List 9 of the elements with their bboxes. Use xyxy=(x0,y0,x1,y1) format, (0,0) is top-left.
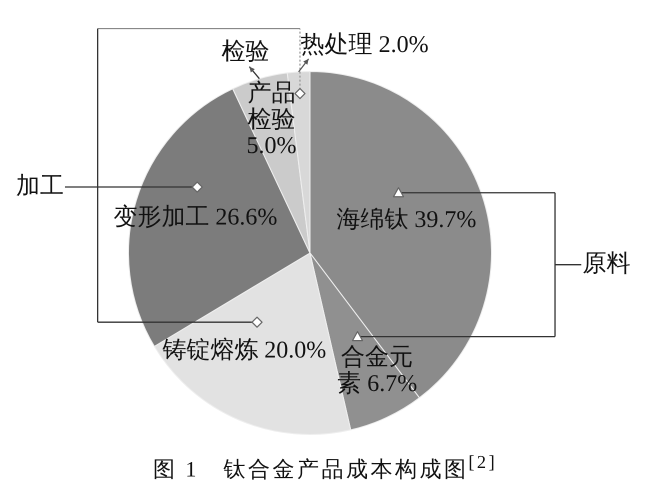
text: 检验 xyxy=(221,39,270,66)
text: 图 1 钛合金产品成本构成图$^{[2]}$ xyxy=(152,452,498,484)
text: 加工 xyxy=(16,173,64,200)
slice-label: 热处理 2.0% xyxy=(300,32,429,58)
data-label: 5.0% xyxy=(246,133,297,160)
slice-label: 海绵钛 39.7% xyxy=(336,206,476,233)
slice-label: 铸锭熔炼 20.0% xyxy=(161,336,326,364)
slice-label: 产品检验 xyxy=(248,79,296,133)
text: 原料 xyxy=(582,250,630,277)
